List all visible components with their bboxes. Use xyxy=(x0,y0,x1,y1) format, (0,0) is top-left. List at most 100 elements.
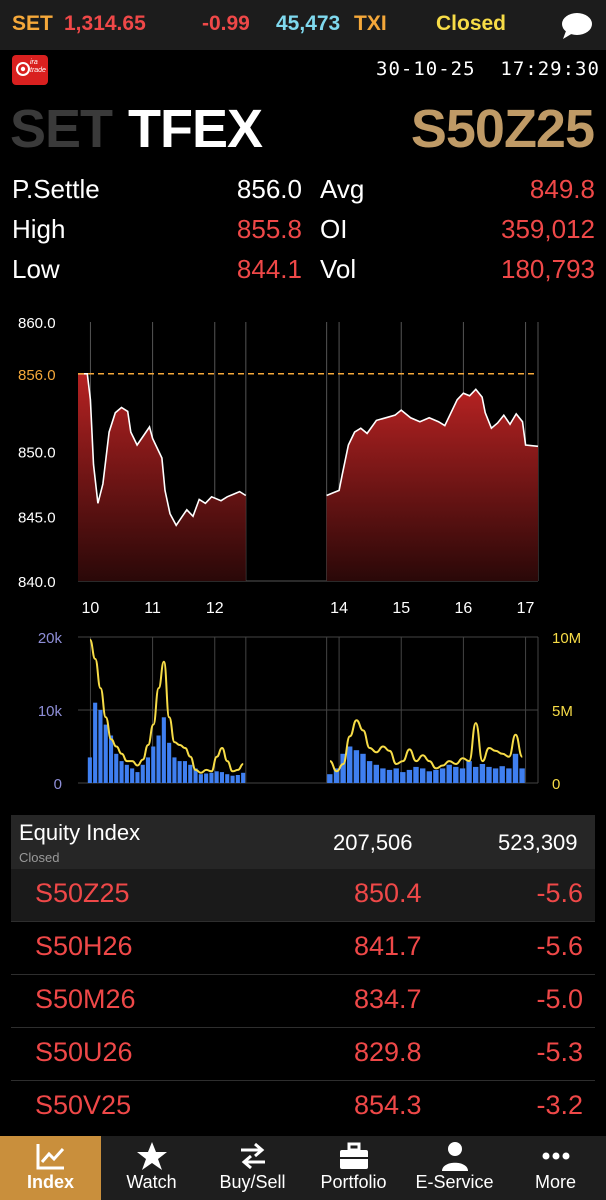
vol-value: 180,793 xyxy=(501,254,595,284)
volume-bar xyxy=(172,757,177,783)
row-change: -5.6 xyxy=(536,931,583,961)
nav-index[interactable]: Index xyxy=(0,1136,101,1200)
volume-bar xyxy=(130,768,135,783)
ticker-set-value: 1,314.65 xyxy=(64,12,146,35)
volume-bar xyxy=(151,746,156,783)
volume-bar xyxy=(479,764,486,783)
volume-bar xyxy=(512,753,519,783)
nav-label: Buy/Sell xyxy=(219,1172,286,1192)
volume-bar xyxy=(439,768,446,783)
chart-x-tick-label: 11 xyxy=(144,600,161,617)
table-row[interactable]: S50U26 829.8 -5.3 xyxy=(11,1028,595,1081)
volume-bar xyxy=(360,753,366,783)
row-last: 850.4 xyxy=(354,878,422,908)
nav-label: Portfolio xyxy=(320,1172,387,1192)
volume-bar xyxy=(446,764,452,784)
open-interest-line xyxy=(329,719,524,773)
table-row[interactable]: S50M26 834.7 -5.0 xyxy=(11,975,595,1028)
volume-bar xyxy=(426,771,432,783)
row-change: -5.3 xyxy=(536,1037,583,1067)
nav-buy-sell[interactable]: Buy/Sell xyxy=(202,1136,303,1200)
volume-bar xyxy=(473,766,479,783)
volume-bar xyxy=(161,717,166,783)
price-area-segment xyxy=(78,373,246,581)
chart-x-tick-label: 14 xyxy=(330,600,348,617)
chart-y-tick-label: 845.0 xyxy=(18,509,56,526)
row-last: 854.3 xyxy=(354,1090,422,1120)
row-symbol: S50U26 xyxy=(35,1037,133,1067)
row-last: 834.7 xyxy=(354,984,422,1014)
chart-line-icon xyxy=(36,1144,64,1170)
market-tab-tfex[interactable]: TFEX xyxy=(128,99,263,159)
volume-bar xyxy=(114,753,119,783)
volume-bar xyxy=(499,766,505,783)
volume-bar xyxy=(492,768,499,783)
nav-label: Index xyxy=(26,1172,74,1192)
person-icon xyxy=(441,1142,468,1171)
chart-y-tick-label: 840.0 xyxy=(18,574,56,591)
app-logo: ira trade xyxy=(12,55,48,85)
row-change: -5.6 xyxy=(536,878,583,908)
volume-bar xyxy=(204,773,209,783)
volume-left-tick-label: 10k xyxy=(38,703,63,720)
price-line-segment xyxy=(78,373,247,527)
volume-bar xyxy=(340,753,346,783)
volume-bar xyxy=(347,746,353,783)
volume-bar xyxy=(386,769,393,783)
volume-bar xyxy=(225,774,230,783)
oi-value: 359,012 xyxy=(501,214,595,244)
table-row[interactable]: S50Z25 850.4 -5.6 xyxy=(11,869,595,922)
volume-bar xyxy=(93,702,98,783)
ticker-volume: 45,473 xyxy=(276,12,341,35)
logo-text: ira trade xyxy=(30,59,46,74)
bottom-nav: Index Watch Buy/Sell Portfolio E-Service xyxy=(0,1136,606,1200)
volume-bar xyxy=(380,768,386,783)
chart-x-tick-label: 15 xyxy=(392,600,410,617)
chart-x-tick-label: 10 xyxy=(82,600,100,617)
group-header[interactable]: Equity Index Closed 207,506 523,309 xyxy=(11,815,595,869)
nav-e-service[interactable]: E-Service xyxy=(404,1136,505,1200)
volume-bar xyxy=(366,761,373,783)
volume-bar xyxy=(413,766,419,783)
ticker-set-change: -0.99 xyxy=(202,12,250,35)
oi-label: OI xyxy=(320,214,348,244)
nav-more[interactable]: More xyxy=(505,1136,606,1200)
volume-right-tick-label: 0 xyxy=(552,776,560,793)
nav-portfolio[interactable]: Portfolio xyxy=(303,1136,404,1200)
low-value: 844.1 xyxy=(236,254,302,284)
volume-bar xyxy=(241,772,246,783)
avg-value: 849.8 xyxy=(529,174,595,204)
psettle-value: 856.0 xyxy=(236,174,302,204)
group-oi: 523,309 xyxy=(498,830,578,855)
volume-bar xyxy=(400,772,406,783)
volume-bar xyxy=(182,761,187,783)
row-symbol: S50Z25 xyxy=(35,878,130,908)
volume-bar xyxy=(109,735,114,783)
chat-bubble-icon[interactable] xyxy=(560,11,594,41)
volume-bar xyxy=(230,775,235,783)
volume-bar xyxy=(353,750,360,783)
nav-label: More xyxy=(534,1172,576,1192)
ticker-set-label: SET xyxy=(12,12,53,35)
row-symbol: S50H26 xyxy=(35,931,133,961)
group-name: Equity Index xyxy=(19,820,141,845)
more-dots-icon xyxy=(542,1152,569,1160)
volume-bar xyxy=(235,775,240,783)
volume-bar xyxy=(219,772,224,783)
volume-bar xyxy=(156,735,161,783)
volume-right-tick-label: 5M xyxy=(552,703,573,720)
ticker-bar: SET 1,314.65 -0.99 45,473 TXI Closed xyxy=(0,0,606,50)
table-row[interactable]: S50V25 854.3 -3.2 xyxy=(11,1081,595,1133)
nav-watch[interactable]: Watch xyxy=(101,1136,202,1200)
market-tab-set[interactable]: SET xyxy=(10,99,113,159)
low-label: Low xyxy=(12,254,60,284)
volume-chart[interactable]: 20k 10k 0 10M 5M 0 xyxy=(0,625,606,805)
table-row[interactable]: S50H26 841.7 -5.6 xyxy=(11,922,595,975)
price-line-segment xyxy=(326,388,539,497)
price-chart[interactable]: 10 11 12 14 15 16 17 860.0 856.0 850.0 845.0 840.0 xyxy=(0,305,606,625)
row-last: 829.8 xyxy=(354,1037,422,1067)
briefcase-icon xyxy=(339,1142,368,1169)
volume-bar xyxy=(420,768,426,783)
nav-label: E-Service xyxy=(415,1172,494,1192)
avg-label: Avg xyxy=(320,174,365,204)
